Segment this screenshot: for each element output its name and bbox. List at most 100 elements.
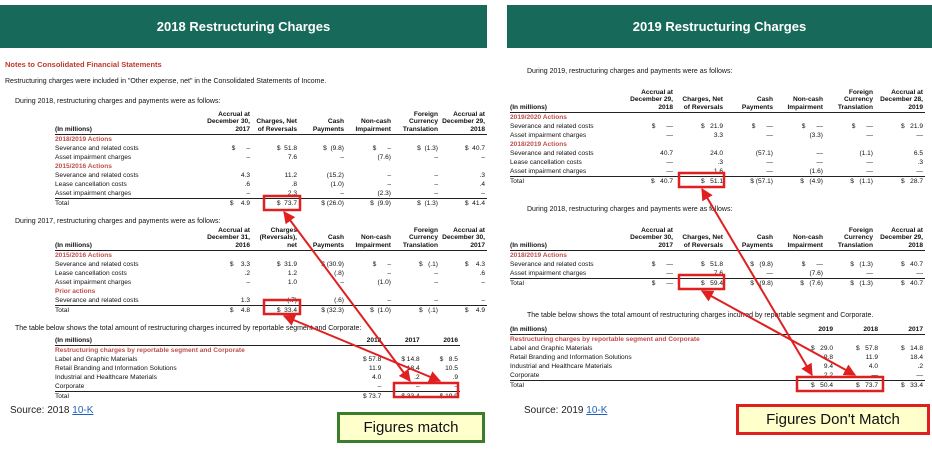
- table-caption: The table below shows the total amount o…: [15, 325, 362, 332]
- table-cell: .2: [917, 363, 924, 370]
- column-header: (In millions): [510, 241, 547, 249]
- table-cell: $ (1.3): [850, 261, 873, 268]
- table-cell: 1.6: [713, 168, 723, 175]
- table-row: Industrial and Healthcare Materials 4.0 .2…: [55, 373, 460, 382]
- row-label: Asset impairment charges: [510, 132, 587, 139]
- table-cell: $ 8.5: [439, 356, 458, 363]
- table: (In millions) Accrual at December 30, 201…: [510, 216, 925, 288]
- table-cell: –: [246, 190, 250, 197]
- table-cell: $ –: [372, 145, 391, 152]
- table-cell: —: [866, 270, 873, 277]
- column-header: Non-cash Impairment: [787, 96, 823, 111]
- table-cell: (3.3): [809, 132, 823, 139]
- table-row: Total $ — $ 59.4 $ (9.8) $ (7.6) $ (1.3) $ 40.…: [510, 278, 925, 288]
- column-header: Accrual at December 30, 2017: [442, 226, 485, 249]
- table-row: 2018/2019 Actions: [55, 135, 487, 144]
- column-header: Foreign Currency Translation: [402, 110, 438, 133]
- table-cell: .2: [414, 374, 420, 381]
- column-header: Charges, Net of Reversals: [256, 118, 297, 133]
- table-row: Severance and related costs $ — $ 51.8 $ (9…: [510, 260, 925, 269]
- table-caption: During 2017, restructuring charges and p…: [15, 218, 221, 225]
- column-header: Non-cash Impairment: [355, 118, 391, 133]
- column-header: 2018: [863, 325, 878, 333]
- table-header: (In millions) Accrual at December 31, 201…: [55, 226, 487, 251]
- table-row: 2018/2019 Actions: [510, 140, 925, 149]
- row-label: Retail Branding and Information Solution…: [55, 365, 177, 372]
- table-cell: –: [415, 383, 420, 390]
- table-cell: —: [866, 159, 873, 166]
- row-label: Asset impairment charges: [55, 279, 132, 286]
- table-cell: –: [387, 172, 391, 179]
- source-link[interactable]: 10-K: [586, 405, 608, 416]
- table-row: Asset impairment charges — 7.6 — (7.6) — —: [510, 269, 925, 278]
- column-header: Accrual at December 29, 2018: [880, 226, 923, 249]
- table-cell: $ 4.9: [229, 200, 250, 207]
- table-cell: —: [666, 270, 673, 277]
- table-cell: —: [766, 270, 773, 277]
- table-cell: $ (30.9): [321, 261, 344, 268]
- table-row: Restructuring charges by reportable segm…: [55, 346, 460, 355]
- table-cell: 9.4: [823, 363, 833, 370]
- column-header: Charges, Net of Reversals: [682, 234, 723, 249]
- table-row: Severance and related costs 4.3 11.2 (15.2)…: [55, 171, 487, 180]
- table-cell: $ 41.4: [464, 200, 485, 207]
- table-cell: $ 31.9: [276, 261, 297, 268]
- table-cell: $ 33.4: [276, 307, 297, 314]
- table-cell: $ 33.4: [901, 382, 923, 389]
- column-header: Accrual at December 30, 2017: [630, 226, 673, 249]
- column-header: Charges, Net of Reversals: [682, 96, 723, 111]
- column-header: 2018: [366, 336, 382, 344]
- table-header: (In millions) 2018 2017 2016: [55, 333, 460, 346]
- table-cell: $ 33.4: [401, 393, 420, 400]
- source-link[interactable]: 10-K: [72, 405, 94, 416]
- table-cell: $ —: [651, 261, 673, 268]
- table-cell: $ 57.8: [856, 345, 878, 352]
- table-cell: .4: [479, 181, 486, 188]
- table-cell: $ (9.8): [750, 280, 773, 287]
- table: (In millions) Accrual at December 30, 201…: [55, 108, 487, 208]
- row-label: Label and Graphic Materials: [55, 356, 138, 363]
- table-cell: –: [481, 190, 485, 197]
- row-label: Label and Graphic Materials: [510, 345, 593, 352]
- table-row: Total $ 4.9 $ 73.7 $ (26.0) $ (9.9) $ (1.3) $ …: [55, 198, 487, 208]
- table-cell: 11.2: [284, 172, 297, 179]
- row-label: Severance and related costs: [55, 172, 139, 179]
- table-row: Asset impairment charges – 7.6 – (7.6) – –: [55, 153, 487, 162]
- table-cell: $ (57.1): [750, 178, 773, 185]
- table-row: 2019/2020 Actions: [510, 113, 925, 122]
- table-cell: $ (9.8): [323, 145, 344, 152]
- table-cell: 1.2: [287, 270, 297, 277]
- table-cell: $ 4.8: [229, 307, 250, 314]
- table-cell: 11.9: [865, 354, 878, 361]
- callout: Figures match: [337, 412, 485, 443]
- table-row: Severance and related costs 40.7 24.0 (57.1…: [510, 149, 925, 158]
- table-cell: .6: [244, 181, 251, 188]
- table-row: Corporate – – –: [55, 382, 460, 391]
- row-label: Severance and related costs: [55, 145, 139, 152]
- table-cell: $ (.1): [418, 261, 438, 268]
- column-header: Accrual at December 30, 2017: [207, 110, 250, 133]
- table-cell: $ 73.7: [362, 393, 382, 400]
- table-cell: (1.0): [330, 181, 344, 188]
- table-row: Severance and related costs $ — $ 21.9 $ — $…: [510, 122, 925, 131]
- table-cell: –: [246, 279, 250, 286]
- table-cell: –: [434, 297, 438, 304]
- table-caption: During 2019, restructuring charges and p…: [527, 68, 733, 75]
- table-cell: $ (1.1): [850, 178, 873, 185]
- section-label: 2015/2016 Actions: [55, 252, 112, 259]
- row-label: Total: [55, 393, 69, 400]
- table-header: (In millions) Accrual at December 29, 201…: [510, 78, 925, 113]
- table: (In millions) 2019 2018 2017 Restructuring c…: [510, 322, 925, 390]
- table-cell: —: [916, 132, 923, 139]
- column-header: Cash Payments: [741, 234, 773, 249]
- source-text: Source: 2019: [524, 405, 584, 416]
- table-caption: The table below shows the total amount o…: [527, 312, 874, 319]
- table-row: Industrial and Healthcare Materials 9.4 4.…: [510, 362, 925, 371]
- table-cell: .6: [479, 270, 486, 277]
- table-cell: 4.3: [240, 172, 250, 179]
- column-header: Accrual at December 28, 2019: [880, 88, 923, 111]
- table: (In millions) Accrual at December 31, 201…: [55, 226, 487, 315]
- row-label: Total: [510, 280, 524, 287]
- row-label: Severance and related costs: [55, 297, 139, 304]
- table-cell: 3.3: [713, 132, 723, 139]
